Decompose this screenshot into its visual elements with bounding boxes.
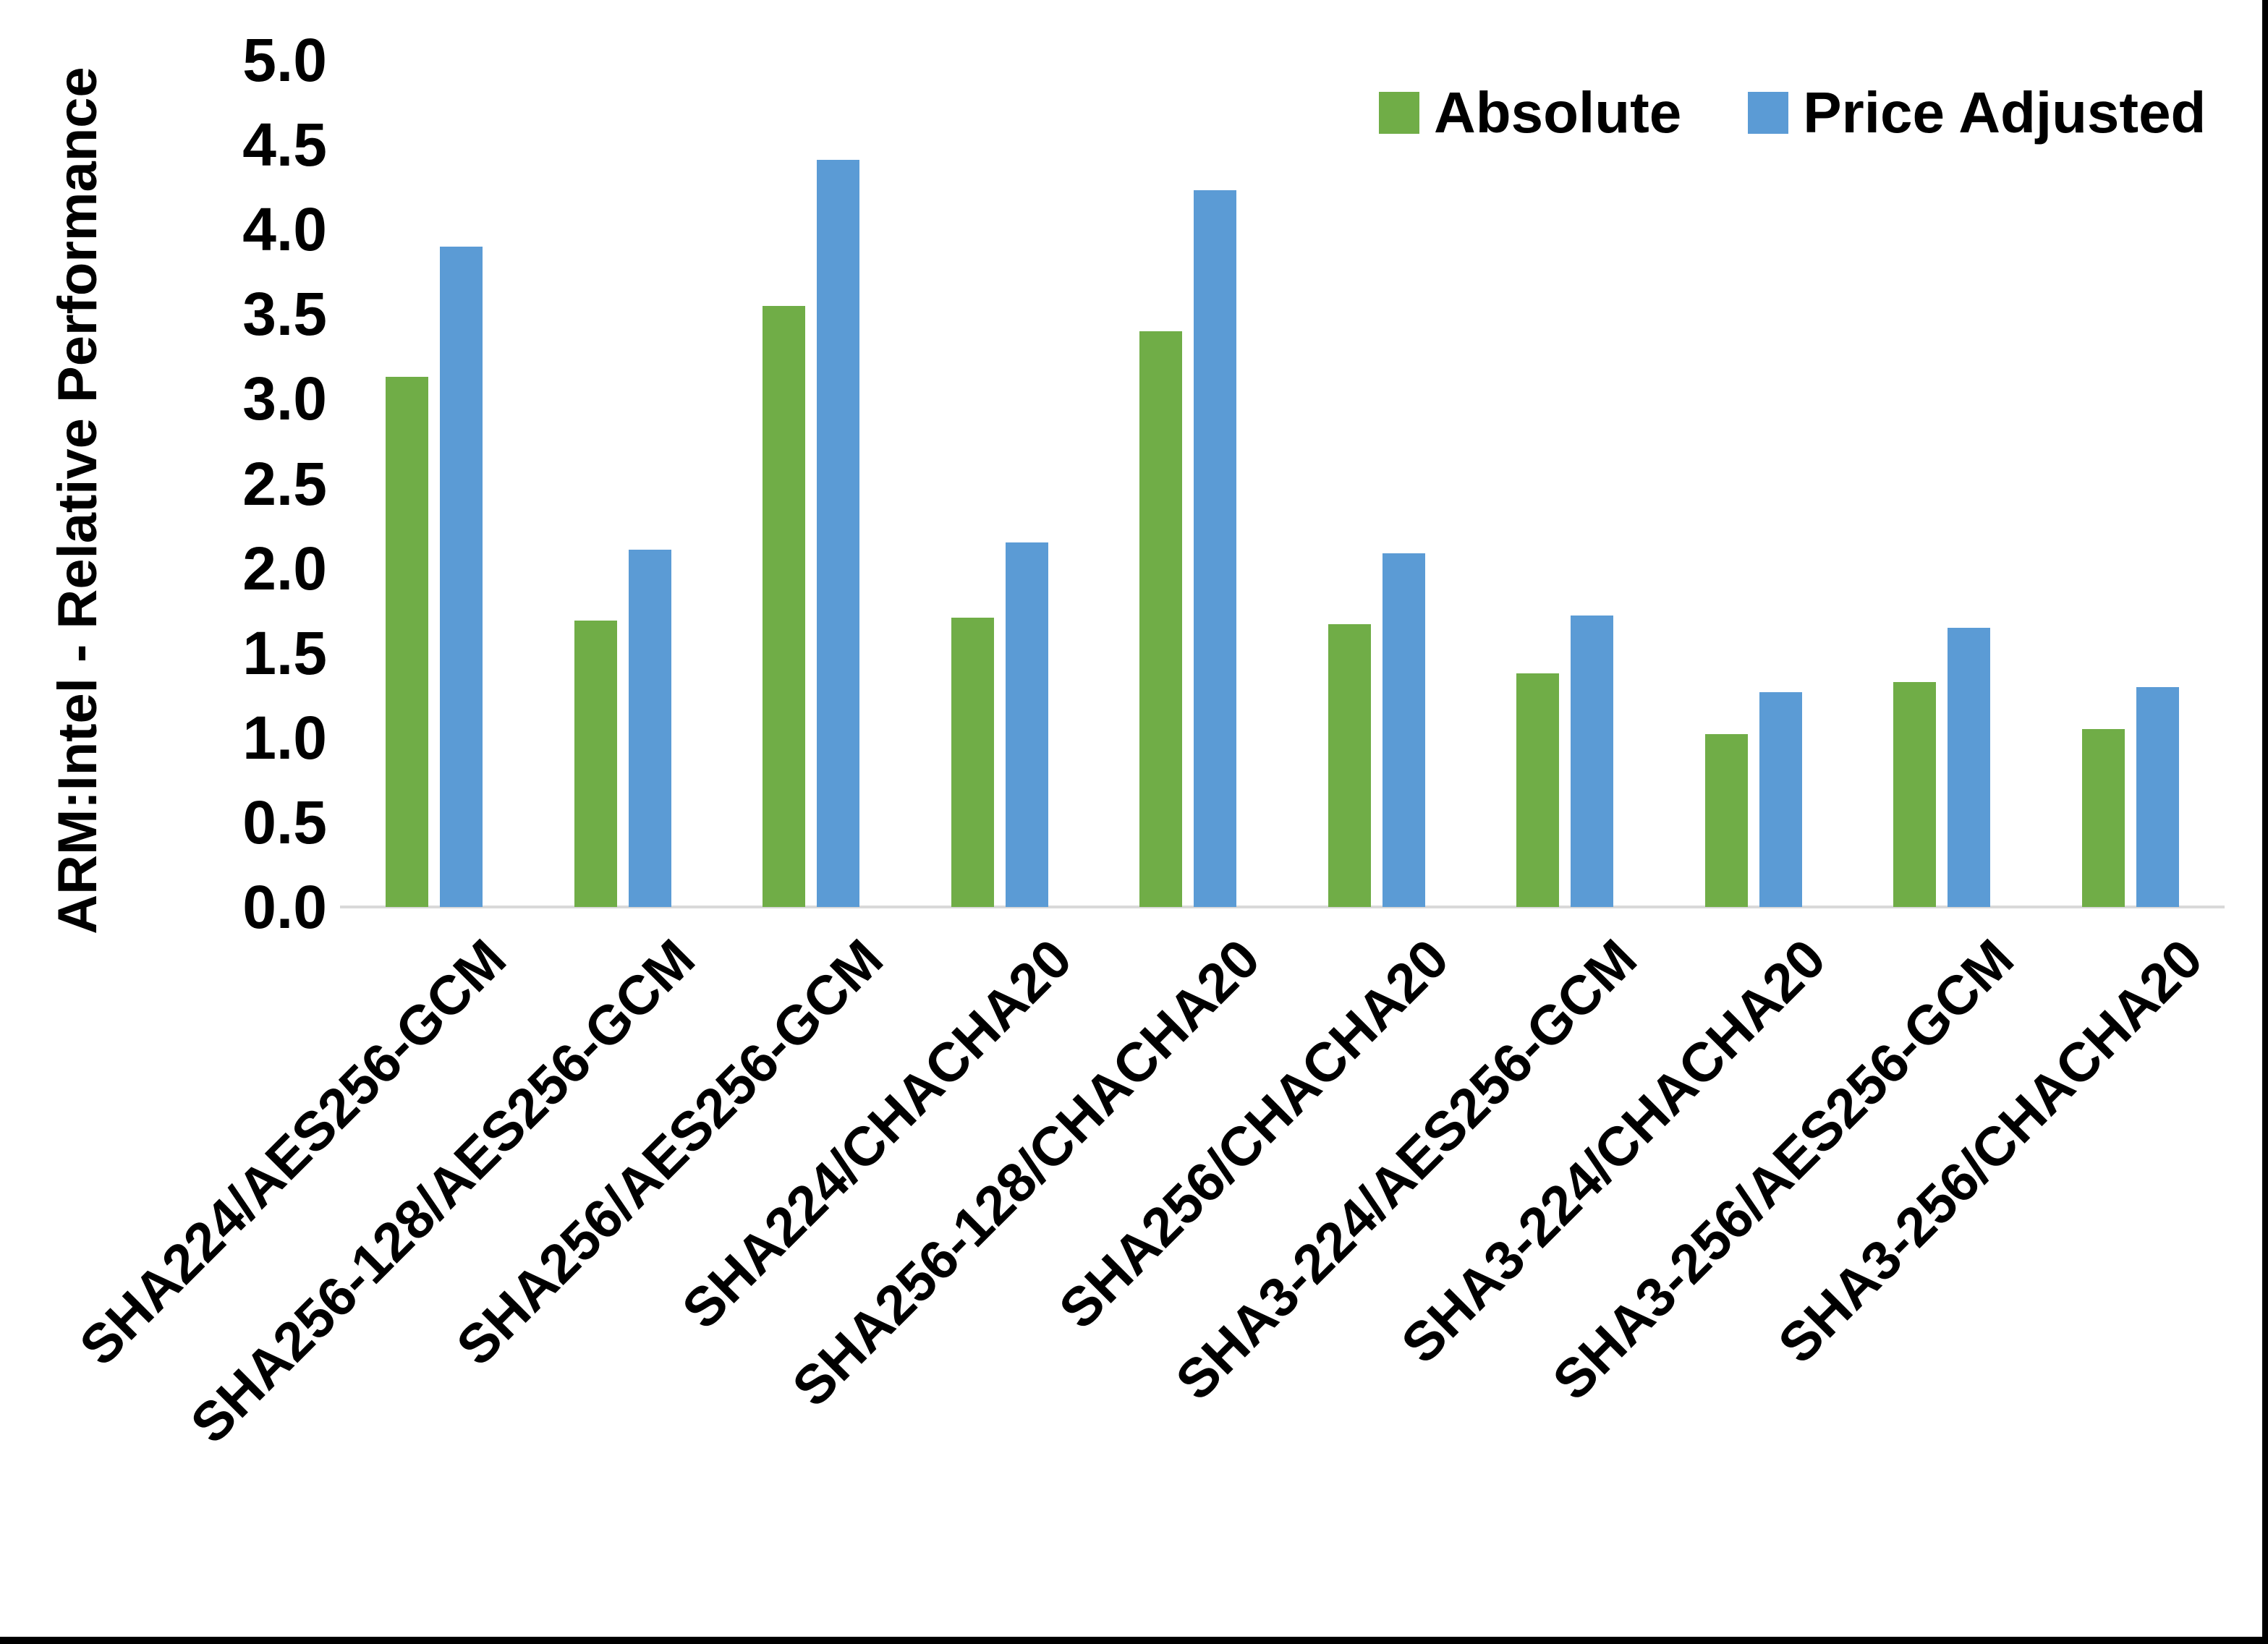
bar	[1893, 681, 1937, 907]
bar	[574, 621, 617, 907]
bar	[763, 305, 806, 907]
bar	[628, 549, 671, 907]
bar	[1516, 673, 1560, 907]
bar	[2081, 729, 2125, 907]
x-axis-line	[340, 906, 2225, 908]
bar	[1704, 734, 1748, 907]
bar	[1139, 331, 1183, 907]
bar	[1571, 616, 1614, 907]
y-tick-label: 4.5	[242, 111, 327, 179]
y-tick-label: 3.0	[242, 365, 327, 433]
bar	[1382, 553, 1425, 907]
y-tick-label: 0.0	[242, 873, 327, 941]
frame-border-bottom	[0, 1637, 2268, 1644]
bar	[951, 617, 994, 907]
bar	[1328, 623, 1371, 907]
y-tick-label: 4.0	[242, 195, 327, 264]
bar	[1005, 542, 1048, 907]
legend: Absolute Price Adjusted	[1379, 80, 2206, 145]
y-tick-label: 0.5	[242, 788, 327, 856]
y-tick-label: 1.0	[242, 703, 327, 772]
bar	[440, 246, 483, 907]
y-tick-label: 5.0	[242, 26, 327, 94]
price-adjusted-series-swatch-icon	[1748, 92, 1789, 134]
bar	[817, 160, 860, 907]
legend-label-absolute: Absolute	[1434, 80, 1682, 145]
y-tick-label: 1.5	[242, 618, 327, 687]
legend-item-absolute: Absolute	[1379, 80, 1681, 146]
legend-item-price-adjusted: Price Adjusted	[1748, 80, 2206, 146]
frame-border-right	[2262, 0, 2268, 1644]
bar	[1194, 190, 1237, 907]
bar	[386, 376, 429, 907]
x-category-label: SHA256-128/AES256-GCM	[179, 927, 707, 1455]
y-tick-label: 3.5	[242, 280, 327, 349]
absolute-series-swatch-icon	[1379, 92, 1419, 134]
bar	[2136, 686, 2179, 907]
bar	[1759, 691, 1802, 907]
y-tick-label: 2.5	[242, 449, 327, 518]
legend-label-price-adjusted: Price Adjusted	[1803, 80, 2207, 145]
y-tick-label: 2.0	[242, 534, 327, 602]
bar	[1948, 627, 1991, 907]
